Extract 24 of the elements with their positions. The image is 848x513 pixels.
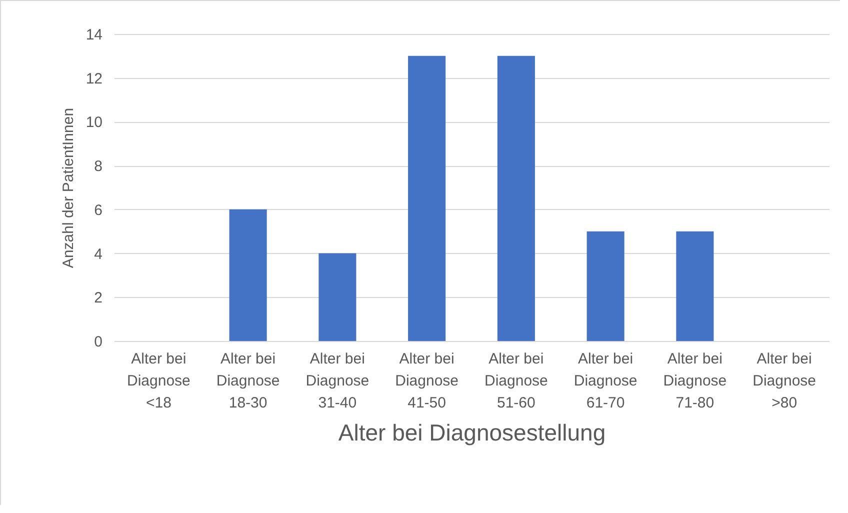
bar xyxy=(318,253,356,341)
y-tick-label: 0 xyxy=(94,334,102,350)
y-tick-label: 14 xyxy=(86,26,102,44)
y-tick-label: 10 xyxy=(86,114,102,132)
x-tick-label: Alter bei Diagnose 41-50 xyxy=(395,350,459,412)
x-axis-title: Alter bei Diagnosestellung xyxy=(338,420,606,446)
x-tick-label: Alter bei Diagnose 51-60 xyxy=(484,350,548,412)
y-tick-label: 8 xyxy=(94,158,102,176)
y-tick-label: 4 xyxy=(94,246,102,263)
bar xyxy=(229,209,267,341)
x-tick-label: Alter bei Diagnose >80 xyxy=(752,350,816,412)
y-tick-label: 2 xyxy=(94,290,102,307)
x-tick-label: Alter bei Diagnose <18 xyxy=(126,350,190,412)
x-tick-label: Alter bei Diagnose 71-80 xyxy=(663,350,727,412)
bar xyxy=(408,56,446,341)
x-tick-label: Alter bei Diagnose 18-30 xyxy=(216,350,280,412)
y-axis-title: Anzahl der PatientInnen xyxy=(60,108,77,268)
x-tick-label: Alter bei Diagnose 61-70 xyxy=(574,350,638,412)
y-tick-label: 12 xyxy=(86,70,102,88)
x-tick-label: Alter bei Diagnose 31-40 xyxy=(306,350,370,412)
y-tick-label: 6 xyxy=(94,202,102,219)
bar xyxy=(497,56,535,341)
bar xyxy=(586,231,624,341)
bar xyxy=(676,231,714,341)
